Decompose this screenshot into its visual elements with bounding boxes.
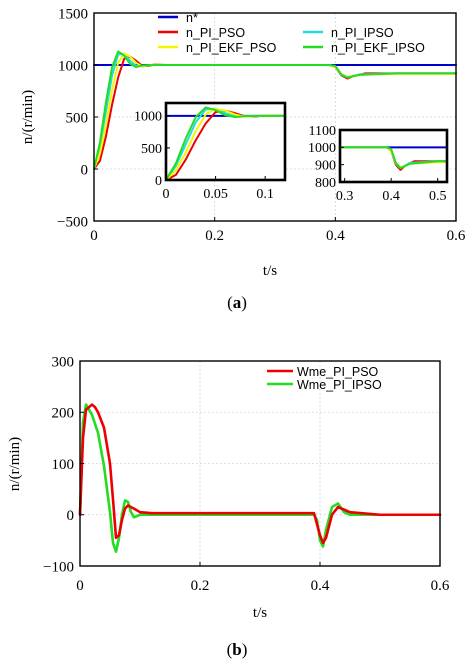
b-gridlines	[79, 360, 441, 567]
b-series-wme-pi-pso	[78, 403, 442, 545]
a-y-tick-label: 1500	[58, 6, 88, 22]
a-inset2-x-tick-label: 0.5	[429, 189, 447, 204]
a-inset1-x-tick-label: 0.1	[256, 187, 274, 202]
a-inset-load-series	[340, 146, 447, 171]
a-inset-load-frame	[338, 128, 449, 184]
a-legend-label-n-pi-ekf-ipso: n_PI_EKF_IPSO	[331, 41, 425, 55]
a-inset1-y-tick-label: 500	[141, 142, 162, 157]
a-y-tick-label: −500	[57, 214, 88, 230]
a-legend-label-n-pi-ipso: n_PI_IPSO	[331, 26, 394, 40]
a-caption-letter: a	[233, 293, 242, 312]
a-inset-rise: 0 0.05 0.1 0 500 1000	[134, 101, 287, 202]
a-inset2-y-tick-label: 800	[315, 176, 336, 191]
a-inset1-series-n-pi-pso	[166, 109, 285, 180]
b-y-tick-label: 0	[67, 508, 75, 524]
b-x-tick-label: 0.2	[191, 578, 210, 594]
b-x-tick-label: 0.6	[431, 578, 450, 594]
a-inset-rise-frame	[164, 101, 287, 182]
a-caption: (a)	[227, 293, 247, 312]
a-legend-label-n-star: n*	[186, 11, 198, 25]
a-x-tick-label: 0.4	[326, 228, 345, 244]
a-inset1-y-tick-label: 1000	[134, 110, 162, 125]
a-inset2-series-n-pi-ekf-ipso	[340, 146, 447, 170]
b-caption-open-paren: (	[227, 640, 233, 659]
a-inset1-x-tick-label: 0.05	[203, 187, 228, 202]
a-x-tick-label: 0.6	[447, 228, 466, 244]
b-legend-label-wme-pi-ipso: Wme_PI_IPSO	[297, 378, 382, 392]
b-x-tick-label: 0	[76, 578, 84, 594]
b-y-tick-label: 200	[52, 406, 75, 422]
b-caption-letter: b	[232, 640, 241, 659]
a-legend: n* n_PI_PSO n_PI_EKF_PSO n_PI_IPSO n_PI_…	[158, 11, 425, 55]
a-inset2-x-tick-label: 0.3	[336, 189, 354, 204]
b-y-tick-label: 300	[52, 354, 75, 370]
a-inset-load-ticks: 0.3 0.4 0.5 800 900 1000 1100	[308, 124, 446, 204]
a-inset2-y-tick-label: 1000	[308, 141, 336, 156]
a-legend-label-n-pi-pso: n_PI_PSO	[186, 26, 245, 40]
a-x-tick-label: 0	[90, 228, 98, 244]
b-x-axis-label: t/s	[253, 605, 267, 621]
a-y-tick-label: 1000	[58, 58, 88, 74]
a-inset2-y-tick-label: 1100	[309, 124, 336, 139]
b-y-tick-label: 100	[52, 457, 75, 473]
a-inset2-x-tick-label: 0.4	[382, 189, 400, 204]
b-legend: Wme_PI_PSO Wme_PI_IPSO	[267, 365, 382, 392]
a-y-tick-label: 0	[81, 162, 89, 178]
b-x-tick-label: 0.4	[311, 578, 330, 594]
b-caption: (b)	[227, 640, 248, 659]
a-series-n-pi-ekf-ipso	[93, 50, 457, 170]
a-x-axis-label: t/s	[263, 263, 277, 279]
b-series-wme-pi-ipso	[78, 403, 442, 553]
a-inset2-y-tick-label: 900	[315, 159, 336, 174]
a-y-axis-label: n/(r/min)	[20, 90, 36, 144]
a-inset-rise-series	[166, 106, 285, 180]
a-inset1-series-n-pi-ekf-ipso	[166, 106, 285, 180]
a-inset1-x-tick-label: 0	[163, 187, 170, 202]
a-inset-load: 0.3 0.4 0.5 800 900 1000 1100	[308, 124, 449, 204]
b-caption-close-paren: )	[242, 640, 248, 659]
a-legend-label-n-pi-ekf-pso: n_PI_EKF_PSO	[186, 41, 277, 55]
b-y-tick-label: −100	[43, 559, 74, 575]
b-legend-label-wme-pi-pso: Wme_PI_PSO	[297, 365, 379, 379]
a-y-tick-label: 500	[66, 110, 89, 126]
a-inset-rise-ticks: 0 0.05 0.1 0 500 1000	[134, 110, 274, 202]
a-x-tick-label: 0.2	[205, 228, 224, 244]
b-series-lines	[78, 403, 442, 553]
a-inset1-y-tick-label: 0	[155, 174, 162, 189]
a-series-lines	[93, 50, 457, 170]
a-caption-close-paren: )	[241, 293, 247, 312]
b-y-axis-label: n/(r/min)	[7, 437, 23, 491]
a-caption-open-paren: (	[227, 293, 233, 312]
